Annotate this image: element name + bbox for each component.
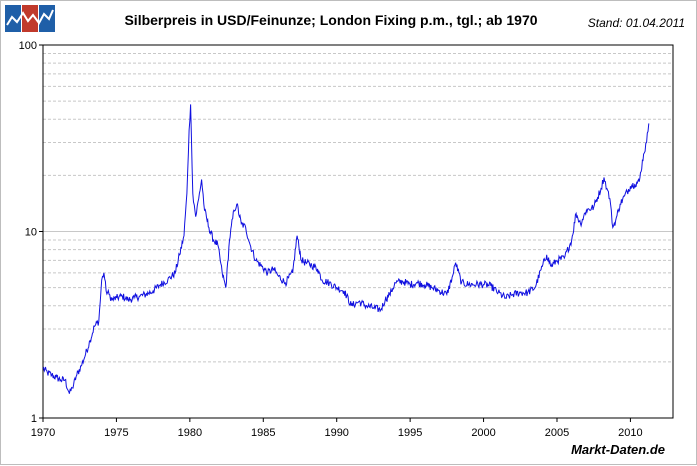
x-tick-label: 2000 bbox=[471, 427, 495, 439]
y-tick-label: 10 bbox=[25, 227, 37, 239]
x-tick-label: 1990 bbox=[324, 427, 348, 439]
grid-lines bbox=[43, 44, 673, 419]
y-tick-label: 1 bbox=[31, 413, 37, 425]
x-tick-label: 1985 bbox=[251, 427, 275, 439]
x-tick-label: 2010 bbox=[618, 427, 642, 439]
axis-ticks: 1 10 100 1970 1975 1980 1985 1990 1995 2000 2005 20… bbox=[19, 40, 643, 439]
chart-title: Silberpreis in USD/Feinunze; London Fixi… bbox=[124, 12, 538, 28]
brand-label: Markt-Daten.de bbox=[571, 442, 665, 457]
market-data-logo-icon bbox=[5, 5, 55, 32]
x-tick-label: 1970 bbox=[31, 427, 55, 439]
y-tick-label: 100 bbox=[19, 40, 37, 52]
stand-date: Stand: 01.04.2011 bbox=[587, 16, 685, 30]
silver-price-series-line bbox=[42, 104, 650, 394]
series-layer bbox=[42, 104, 650, 394]
x-tick-label: 1995 bbox=[398, 427, 422, 439]
x-tick-label: 1980 bbox=[178, 427, 202, 439]
x-tick-label: 2005 bbox=[545, 427, 569, 439]
x-tick-label: 1975 bbox=[104, 427, 128, 439]
